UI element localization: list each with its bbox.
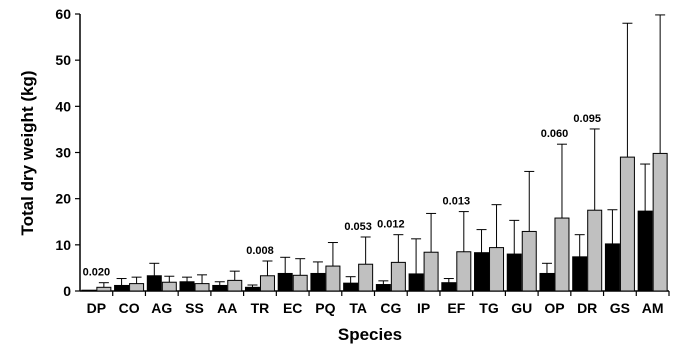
bar [358, 263, 374, 292]
y-tick-label: 50 [55, 52, 71, 68]
bar [474, 252, 490, 292]
bar [441, 282, 457, 292]
bar [554, 217, 570, 292]
p-value-label: 0.012 [377, 219, 405, 231]
p-value-label: 0.053 [344, 221, 372, 233]
x-tick-label: CO [119, 300, 140, 316]
x-tick-label: TG [479, 300, 499, 316]
y-tick-label: 40 [55, 98, 71, 114]
x-tick-label: SS [185, 300, 204, 316]
x-tick-label: DP [87, 300, 106, 316]
bar [277, 272, 293, 292]
x-tick-label: GU [511, 300, 532, 316]
y-axis-title: Total dry weight (kg) [18, 71, 37, 236]
bar [587, 209, 603, 292]
x-tick-label: OP [544, 300, 564, 316]
x-tick-label: DR [577, 300, 597, 316]
bar [310, 272, 326, 292]
x-tick-label: IP [417, 300, 430, 316]
bar [325, 265, 341, 292]
bar [179, 281, 195, 292]
y-tick-label: 20 [55, 191, 71, 207]
bar [423, 251, 439, 292]
bar [408, 273, 424, 292]
bar [343, 282, 359, 292]
bar [227, 279, 243, 292]
x-tick-label: TR [251, 300, 270, 316]
bar [506, 253, 522, 292]
p-value-label: 0.060 [541, 128, 569, 140]
bar [212, 284, 228, 292]
p-value-label: 0.020 [83, 267, 111, 279]
y-tick-label: 30 [55, 145, 71, 161]
bar [146, 275, 162, 292]
bar [244, 286, 260, 292]
bar [456, 251, 472, 292]
x-tick-label: AA [217, 300, 237, 316]
bar [390, 261, 406, 292]
bar [572, 256, 588, 292]
bar [652, 152, 668, 292]
bar [292, 274, 308, 292]
bar [375, 284, 391, 292]
bar [96, 286, 112, 292]
x-tick-label: AM [642, 300, 664, 316]
bar [619, 156, 635, 292]
bar [521, 230, 537, 292]
y-tick-label: 60 [55, 6, 71, 22]
bar [637, 210, 653, 292]
bar [129, 283, 145, 292]
x-tick-label: EC [283, 300, 302, 316]
x-tick-label: EF [447, 300, 465, 316]
bar [114, 284, 130, 292]
x-tick-label: TA [349, 300, 367, 316]
bar [604, 243, 620, 292]
bar [161, 281, 177, 292]
bar [194, 283, 210, 292]
p-value-label: 0.095 [573, 113, 601, 125]
p-value-label: 0.008 [246, 245, 274, 257]
bar [489, 247, 505, 292]
p-value-label: 0.013 [443, 196, 471, 208]
bar [539, 272, 555, 292]
x-tick-label: CG [380, 300, 401, 316]
y-tick-label: 0 [63, 283, 71, 299]
x-tick-label: PQ [315, 300, 335, 316]
bar [81, 289, 97, 292]
y-tick-label: 10 [55, 237, 71, 253]
plot-area: 0 10 20 30 40 50 60 DP CO AG SS AA TR EC PQ TA CG IP EF TG G… [55, 6, 670, 316]
bar [259, 275, 275, 292]
x-axis-title: Species [338, 325, 402, 344]
x-tick-label: GS [610, 300, 630, 316]
x-tick-label: AG [151, 300, 172, 316]
